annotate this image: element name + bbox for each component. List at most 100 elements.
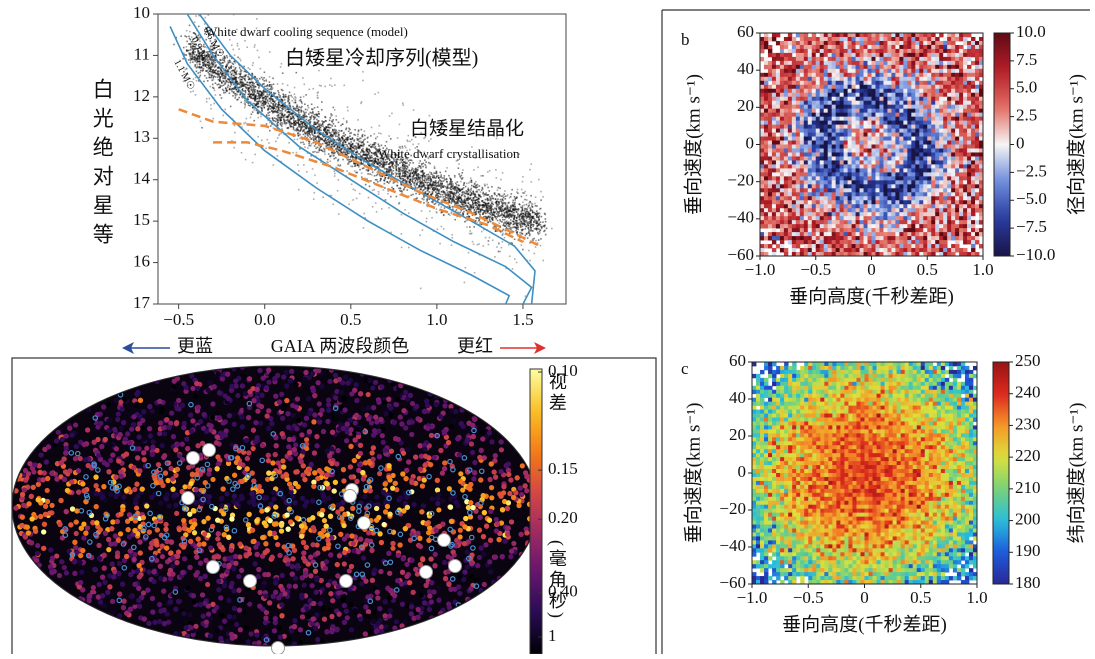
star-point (357, 133, 359, 135)
star-point (437, 195, 439, 197)
star-point (298, 121, 300, 123)
star-point (404, 168, 406, 170)
star-point (221, 97, 223, 99)
star-point (344, 136, 346, 138)
star-point (513, 221, 515, 223)
star-point (293, 102, 295, 104)
star-point (480, 191, 482, 193)
star-point (224, 56, 226, 58)
star-point (317, 92, 319, 94)
star-point (356, 198, 358, 200)
star-point (371, 127, 373, 129)
star-point (468, 252, 470, 254)
star-point (287, 101, 289, 103)
star-point (470, 204, 472, 206)
star-point (243, 66, 245, 68)
star-point (201, 127, 203, 129)
star-point (508, 217, 510, 219)
star-point (498, 216, 500, 218)
star-point (230, 67, 232, 69)
star-point (234, 97, 236, 99)
star-point (186, 41, 188, 43)
star-point (367, 173, 369, 175)
star-point (446, 194, 448, 196)
star-point (538, 224, 540, 226)
star-point (466, 226, 468, 228)
star-point (304, 113, 306, 115)
star-point (318, 70, 320, 72)
star-point (348, 152, 350, 154)
star-point (278, 114, 280, 116)
star-point (384, 183, 386, 185)
star-point (351, 139, 353, 141)
star-point (257, 92, 259, 94)
star-point (242, 97, 244, 99)
star-point (415, 174, 417, 176)
star-point (482, 175, 484, 177)
star-point (303, 117, 305, 119)
star-point (262, 97, 264, 99)
star-point (363, 164, 365, 166)
star-point (266, 123, 268, 125)
star-point (445, 197, 447, 199)
star-point (303, 130, 305, 132)
star-point (464, 282, 466, 284)
star-point (411, 180, 413, 182)
star-point (515, 230, 517, 232)
star-point (369, 173, 371, 175)
star-point (470, 195, 472, 197)
star-point (331, 85, 333, 87)
star-point (247, 67, 249, 69)
star-point (341, 148, 343, 150)
star-point (516, 197, 518, 199)
star-point (542, 196, 544, 198)
star-point (364, 130, 366, 132)
star-point (540, 208, 542, 210)
star-point (251, 84, 253, 86)
star-point (524, 204, 526, 206)
star-point (384, 180, 386, 182)
star-point (265, 98, 267, 100)
star-point (511, 193, 513, 195)
star-point (350, 156, 352, 158)
star-point (520, 224, 522, 226)
star-point (408, 247, 410, 249)
star-point (449, 214, 451, 216)
star-point (500, 179, 502, 181)
star-point (366, 169, 368, 171)
star-point (530, 210, 532, 212)
star-point (283, 95, 285, 97)
star-point (322, 151, 324, 153)
star-point (399, 177, 401, 179)
star-point (522, 226, 524, 228)
star-point (210, 104, 212, 106)
star-point (461, 194, 463, 196)
star-point (521, 196, 523, 198)
star-point (258, 87, 260, 89)
star-point (495, 218, 497, 220)
star-point (450, 178, 452, 180)
star-point (379, 180, 381, 182)
star-point (231, 73, 233, 75)
star-point (296, 72, 298, 74)
star-point (399, 173, 401, 175)
star-point (219, 86, 221, 88)
star-point (476, 205, 478, 207)
star-point (489, 197, 491, 199)
star-point (349, 158, 351, 160)
star-point (469, 191, 471, 193)
star-point (483, 195, 485, 197)
star-point (435, 185, 437, 187)
star-point (386, 168, 388, 170)
star-point (524, 216, 526, 218)
star-point (223, 90, 225, 92)
star-point (502, 217, 504, 219)
star-point (380, 133, 382, 135)
star-point (510, 227, 512, 229)
star-point (449, 205, 451, 207)
star-point (298, 111, 300, 113)
star-point (446, 187, 448, 189)
star-point (304, 123, 306, 125)
star-point (462, 169, 464, 171)
star-point (493, 209, 495, 211)
